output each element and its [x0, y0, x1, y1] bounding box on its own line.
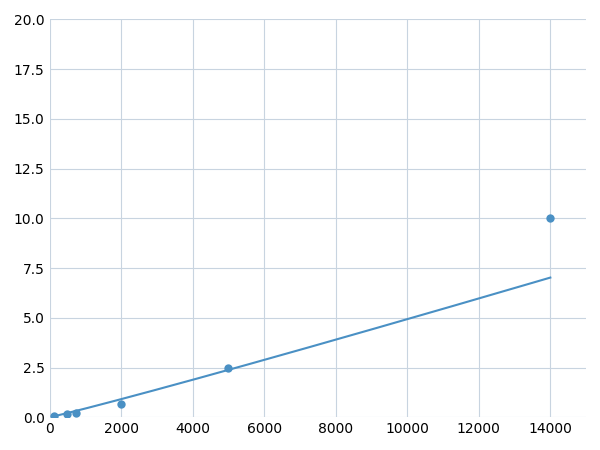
- Point: [545, 215, 555, 222]
- Point: [224, 364, 233, 371]
- Point: [116, 400, 126, 408]
- Point: [62, 410, 72, 417]
- Point: [49, 412, 59, 419]
- Point: [71, 409, 81, 416]
